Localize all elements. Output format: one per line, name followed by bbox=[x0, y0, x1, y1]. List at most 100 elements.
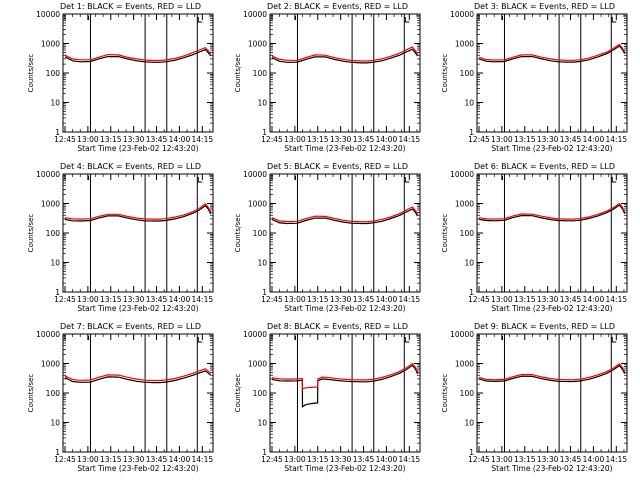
x-axis-label: Start Time (23-Feb-02 12:43:20) bbox=[77, 304, 198, 313]
x-axis-label: Start Time (23-Feb-02 12:43:20) bbox=[491, 464, 612, 473]
detector-panel-1: Det 1: BLACK = Events, RED = LLD 1 10 100 10… bbox=[27, 2, 214, 153]
y-tick-label: 10000 bbox=[450, 10, 474, 19]
y-axis-label: Counts/sec bbox=[27, 54, 35, 93]
x-tick-label: 13:30 bbox=[330, 135, 352, 144]
x-tick-label: 13:45 bbox=[560, 135, 582, 144]
x-tick-label: 13:45 bbox=[146, 135, 168, 144]
detector-panel-3: Det 3: BLACK = Events, RED = LLD 1 10 100 10… bbox=[441, 2, 628, 153]
y-tick-label: 1 bbox=[55, 288, 60, 297]
plot-title: Det 3: BLACK = Events, RED = LLD bbox=[474, 2, 615, 11]
x-tick-label: 13:15 bbox=[100, 455, 122, 464]
y-tick-label: 10 bbox=[464, 259, 474, 268]
lld-series-line bbox=[64, 368, 212, 382]
x-tick-label: 13:15 bbox=[100, 135, 122, 144]
x-tick-label: 13:45 bbox=[146, 295, 168, 304]
y-tick-label: 10000 bbox=[243, 170, 267, 179]
x-tick-label: 13:00 bbox=[284, 455, 306, 464]
y-tick-label: 1000 bbox=[455, 360, 474, 369]
x-tick-label: 13:00 bbox=[491, 295, 513, 304]
events-series-line bbox=[478, 45, 626, 63]
y-tick-label: 1 bbox=[55, 448, 60, 457]
x-tick-label: 14:00 bbox=[376, 295, 398, 304]
detector-panel-6: Det 6: BLACK = Events, RED = LLD 1 10 100 10… bbox=[441, 162, 628, 313]
x-tick-label: 13:30 bbox=[330, 455, 352, 464]
x-tick-label: 13:15 bbox=[307, 455, 329, 464]
y-tick-label: 100 bbox=[460, 229, 475, 238]
x-tick-label: 14:15 bbox=[192, 295, 214, 304]
x-tick-label: 13:30 bbox=[123, 455, 145, 464]
x-tick-label: 13:45 bbox=[353, 455, 375, 464]
plot-title: Det 9: BLACK = Events, RED = LLD bbox=[474, 322, 615, 331]
plot-frame bbox=[62, 13, 214, 133]
plot-frame bbox=[269, 13, 421, 133]
x-tick-label: 12:45 bbox=[261, 295, 283, 304]
y-tick-label: 100 bbox=[460, 69, 475, 78]
plot-frame bbox=[476, 173, 628, 293]
y-tick-label: 100 bbox=[46, 69, 61, 78]
x-tick-label: 14:00 bbox=[376, 135, 398, 144]
y-tick-label: 1000 bbox=[455, 40, 474, 49]
y-tick-label: 10 bbox=[464, 99, 474, 108]
x-tick-label: 13:00 bbox=[491, 135, 513, 144]
lld-series-line bbox=[478, 202, 626, 220]
x-tick-label: 13:45 bbox=[560, 455, 582, 464]
x-tick-label: 14:00 bbox=[169, 135, 191, 144]
plot-title: Det 7: BLACK = Events, RED = LLD bbox=[60, 322, 201, 331]
y-tick-label: 1000 bbox=[41, 200, 60, 209]
plot-title: Det 2: BLACK = Events, RED = LLD bbox=[267, 2, 408, 11]
x-tick-label: 13:00 bbox=[77, 455, 99, 464]
y-tick-label: 1000 bbox=[248, 360, 267, 369]
y-tick-label: 10 bbox=[464, 419, 474, 428]
x-tick-label: 14:15 bbox=[606, 135, 628, 144]
y-tick-label: 10000 bbox=[243, 10, 267, 19]
events-series-line bbox=[271, 364, 419, 408]
x-tick-label: 13:30 bbox=[537, 135, 559, 144]
detector-panel-2: Det 2: BLACK = Events, RED = LLD 1 10 100 10… bbox=[234, 2, 421, 153]
lld-series-line bbox=[271, 46, 419, 62]
y-axis-label: Counts/sec bbox=[441, 54, 449, 93]
y-tick-label: 10000 bbox=[450, 330, 474, 339]
events-series-line bbox=[64, 204, 212, 222]
x-tick-label: 14:00 bbox=[583, 295, 605, 304]
y-tick-label: 10000 bbox=[36, 10, 60, 19]
x-tick-label: 14:15 bbox=[192, 135, 214, 144]
events-series-line bbox=[478, 204, 626, 222]
plot-title: Det 1: BLACK = Events, RED = LLD bbox=[60, 2, 201, 11]
y-tick-label: 1 bbox=[262, 288, 267, 297]
plot-title: Det 4: BLACK = Events, RED = LLD bbox=[60, 162, 201, 171]
x-tick-label: 12:45 bbox=[54, 295, 76, 304]
x-tick-label: 13:15 bbox=[100, 295, 122, 304]
plot-frame bbox=[269, 173, 421, 293]
x-tick-label: 13:00 bbox=[77, 135, 99, 144]
x-tick-label: 13:30 bbox=[537, 455, 559, 464]
x-axis-label: Start Time (23-Feb-02 12:43:20) bbox=[284, 304, 405, 313]
x-tick-label: 14:00 bbox=[583, 135, 605, 144]
x-tick-label: 13:45 bbox=[353, 295, 375, 304]
plot-frame bbox=[269, 333, 421, 453]
y-tick-label: 1000 bbox=[455, 200, 474, 209]
x-tick-label: 13:15 bbox=[514, 455, 536, 464]
lld-series-line bbox=[478, 43, 626, 61]
y-tick-label: 1 bbox=[469, 448, 474, 457]
saa-bracket-marker bbox=[611, 177, 617, 183]
saa-bracket-marker bbox=[611, 337, 617, 343]
plot-frame bbox=[62, 333, 214, 453]
events-series-line bbox=[478, 364, 626, 383]
plot-title: Det 5: BLACK = Events, RED = LLD bbox=[267, 162, 408, 171]
events-series-line bbox=[271, 208, 419, 225]
y-tick-label: 1 bbox=[469, 128, 474, 137]
y-tick-label: 10 bbox=[257, 99, 267, 108]
x-tick-label: 13:45 bbox=[560, 295, 582, 304]
x-tick-label: 13:00 bbox=[284, 295, 306, 304]
detector-panel-4: Det 4: BLACK = Events, RED = LLD 1 10 100 10… bbox=[27, 162, 214, 313]
x-axis-label: Start Time (23-Feb-02 12:43:20) bbox=[491, 304, 612, 313]
x-tick-label: 13:45 bbox=[353, 135, 375, 144]
x-tick-label: 14:00 bbox=[376, 455, 398, 464]
x-tick-label: 14:15 bbox=[606, 295, 628, 304]
x-tick-label: 13:15 bbox=[307, 135, 329, 144]
detector-panel-5: Det 5: BLACK = Events, RED = LLD 1 10 100 10… bbox=[234, 162, 421, 313]
x-tick-label: 13:45 bbox=[146, 455, 168, 464]
x-tick-label: 13:30 bbox=[330, 295, 352, 304]
x-tick-label: 13:30 bbox=[537, 295, 559, 304]
